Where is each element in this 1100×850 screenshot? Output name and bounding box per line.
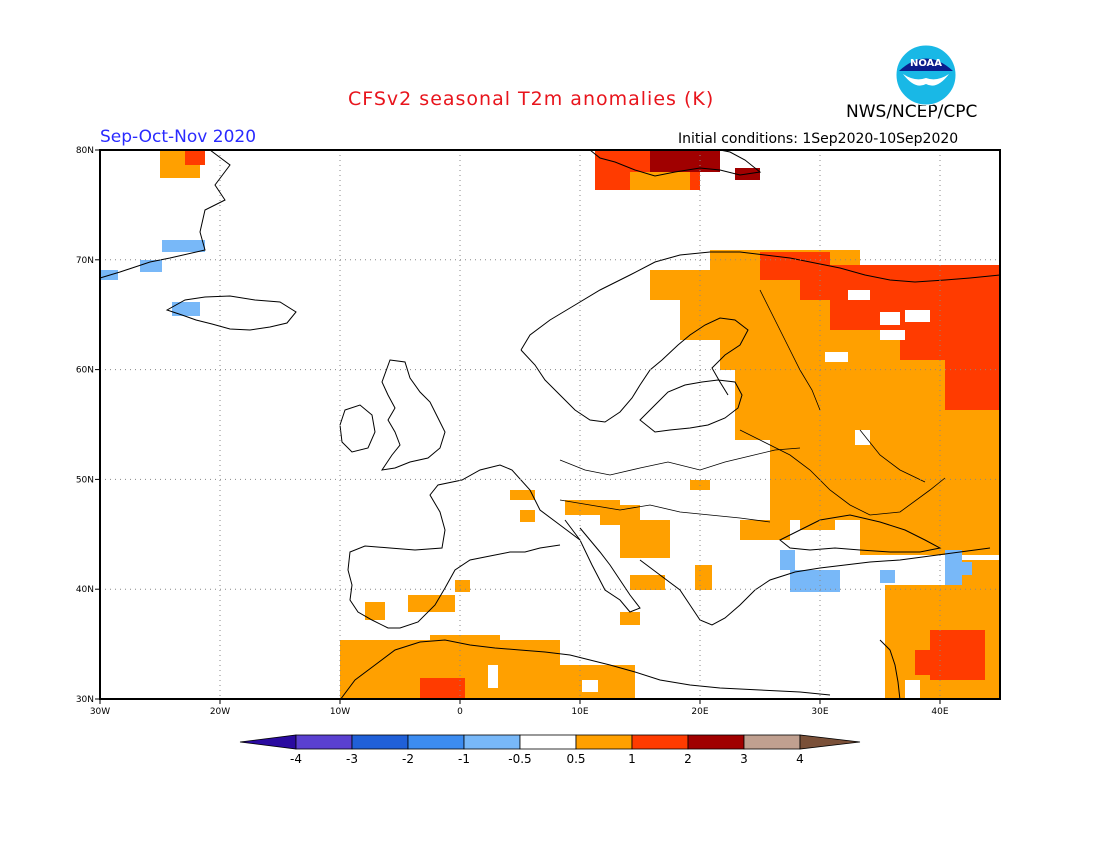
anomaly-cell-lightblue	[162, 240, 205, 252]
anomaly-cell-orange	[695, 565, 712, 590]
graticule	[100, 150, 1000, 699]
neutral-cell	[488, 665, 498, 688]
anomaly-cell-lightblue	[790, 570, 840, 592]
colorbar-bin	[631, 734, 689, 750]
neutral-cell	[880, 330, 905, 340]
anomaly-cell-orange	[520, 510, 535, 522]
map-frame	[99, 149, 1001, 700]
neutral-cell	[825, 352, 848, 362]
colorbar-bin	[463, 734, 521, 750]
anomaly-cell-orange	[650, 270, 720, 300]
anomaly-cell-lightblue	[172, 302, 200, 316]
anomaly-cell-red	[800, 265, 1000, 300]
anomaly-cell-orange	[408, 595, 455, 612]
anomaly-cell-red	[945, 350, 1000, 410]
anomaly-cell-orange	[800, 510, 835, 530]
colorbar-label: 4	[796, 752, 804, 766]
anomaly-cell-lightblue	[945, 550, 962, 585]
anomaly-cell-red	[185, 150, 205, 165]
neutral-cell	[855, 430, 870, 445]
anomaly-cell-red	[915, 650, 945, 675]
lon-tick-label: 20E	[691, 707, 708, 717]
anomaly-cell-darkred	[650, 150, 720, 172]
anomaly-cell-orange	[365, 602, 385, 620]
anomaly-cell-orange	[740, 520, 790, 540]
colorbar-label: -0.5	[508, 752, 531, 766]
colorbar-label: 3	[740, 752, 748, 766]
anomaly-cell-red	[970, 290, 1000, 330]
noaa-logo: NOAA	[895, 44, 957, 106]
lat-tick-label: 70N	[76, 256, 94, 266]
lon-tick-label: 10W	[330, 707, 350, 717]
colorbar-label: 0.5	[566, 752, 585, 766]
colorbar-bin	[519, 734, 577, 750]
neutral-cell	[848, 290, 870, 300]
colorbar-bin	[575, 734, 633, 750]
axis-ticks: 30W 20W 10W 0 10E 20E 30E 40E 80N 70N 60N 50N 40N 30N	[76, 146, 949, 717]
colorbar-label: -3	[346, 752, 358, 766]
lon-tick-label: 40E	[931, 707, 948, 717]
lat-tick-label: 30N	[76, 695, 94, 705]
initial-conditions-label: Initial conditions: 1Sep2020-10Sep2020	[678, 131, 959, 147]
colorbar-bin	[351, 734, 409, 750]
anomaly-cell-orange	[630, 172, 690, 190]
colorbar-bin	[687, 734, 745, 750]
colorbar-bin	[407, 734, 465, 750]
anomaly-cell-lightblue	[960, 562, 972, 575]
lon-tick-label: 10E	[571, 707, 588, 717]
neutral-cell	[720, 425, 735, 438]
anomaly-cell-orange	[620, 612, 640, 625]
map-title: CFSv2 seasonal T2m anomalies (K)	[348, 88, 715, 110]
svg-text:NOAA: NOAA	[910, 58, 942, 69]
neutral-cell	[905, 310, 930, 322]
anomaly-cell-lightblue	[780, 550, 795, 570]
anomaly-cell-lightblue	[880, 570, 895, 583]
anomaly-cells	[100, 150, 1000, 699]
colorbar-label: 2	[684, 752, 692, 766]
colorbar-label: -1	[458, 752, 470, 766]
colorbar-label: 1	[628, 752, 636, 766]
season-label: Sep-Oct-Nov 2020	[100, 127, 257, 147]
colorbar-end-high	[799, 734, 861, 750]
colorbar-end-low	[239, 734, 297, 750]
neutral-cell	[582, 680, 598, 692]
neutral-cell	[880, 312, 900, 325]
lat-tick-label: 50N	[76, 475, 94, 485]
colorbar: -4 -3 -2 -1 -0.5 0.5 1 2 3 4	[239, 734, 861, 766]
anomaly-cell-orange	[630, 575, 665, 590]
anomaly-cell-orange	[510, 490, 535, 500]
colorbar-bin	[743, 734, 801, 750]
colorbar-label: -2	[402, 752, 414, 766]
lon-tick-label: 20W	[210, 707, 230, 717]
coastlines	[99, 149, 1001, 701]
neutral-cell	[905, 680, 920, 699]
anomaly-cell-orange	[620, 520, 670, 558]
anomaly-cell-red	[420, 678, 465, 699]
lon-tick-label: 0	[457, 707, 463, 717]
lat-tick-label: 40N	[76, 585, 94, 595]
colorbar-label: -4	[290, 752, 302, 766]
lat-tick-label: 80N	[76, 146, 94, 156]
lon-tick-label: 30E	[811, 707, 828, 717]
colorbar-bin	[295, 734, 353, 750]
agency-label: NWS/NCEP/CPC	[846, 102, 978, 122]
lat-tick-label: 60N	[76, 366, 94, 376]
lon-tick-label: 30W	[90, 707, 110, 717]
anomaly-cell-orange	[455, 580, 470, 592]
